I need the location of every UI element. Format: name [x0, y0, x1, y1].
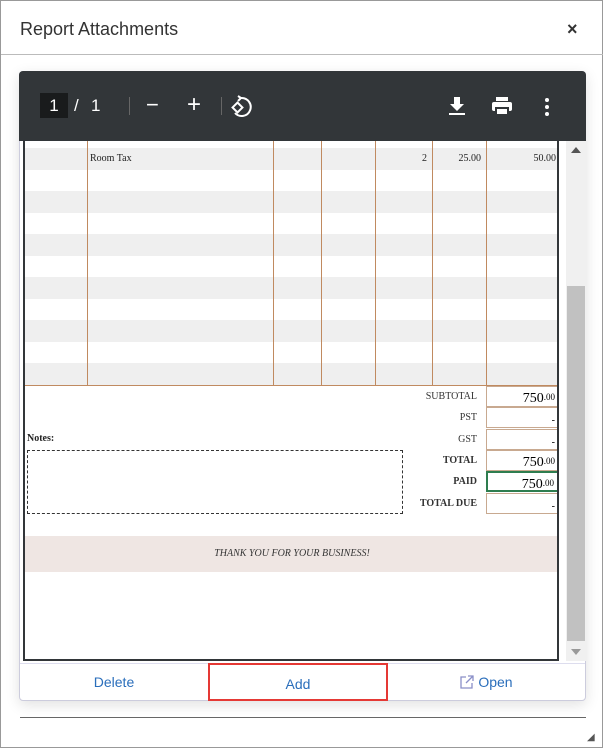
table-row [25, 169, 557, 191]
close-button[interactable]: × [567, 19, 578, 39]
scrollbar-thumb[interactable] [567, 286, 585, 641]
table-row [25, 298, 557, 320]
table-row [25, 148, 557, 170]
divider [20, 717, 586, 718]
line-item-rate: 25.00 [458, 153, 482, 164]
amount: 750 [521, 477, 543, 493]
table-row [25, 212, 557, 234]
add-button[interactable]: Add [208, 663, 388, 701]
zoom-out-button[interactable]: − [146, 92, 159, 117]
total-label: GST [458, 433, 477, 445]
page-total: 1 [91, 96, 101, 115]
line-item-qty: 2 [422, 153, 427, 164]
total-label: PST [459, 412, 477, 424]
line-item-description: Room Tax [90, 153, 132, 164]
total-label: PAID [453, 476, 477, 488]
pdf-toolbar [19, 71, 586, 141]
more-vert-icon[interactable] [543, 97, 551, 117]
add-label: Add [285, 676, 311, 692]
total-label: TOTAL [442, 454, 477, 466]
total-value: - [486, 407, 557, 429]
table-row [25, 341, 557, 363]
table-row [25, 191, 557, 213]
total-value: 750.00 [486, 449, 557, 471]
amount: 750 [522, 391, 544, 406]
table-row [25, 255, 557, 277]
zoom-in-button[interactable]: + [187, 91, 202, 118]
amount: - [551, 500, 555, 512]
notes-label: Notes: [27, 433, 55, 444]
open-label: Open [478, 674, 513, 690]
thank-you-banner: THANK YOU FOR YOUR BUSINESS! [25, 536, 557, 572]
total-value: - [486, 492, 557, 514]
resize-handle-icon[interactable]: ◢ [587, 732, 595, 743]
divider [129, 97, 130, 115]
external-link-icon [460, 675, 475, 689]
cents: .00 [543, 455, 555, 466]
table-row [25, 363, 557, 385]
total-value: - [486, 428, 557, 450]
divider [1, 54, 603, 55]
total-label: TOTAL DUE [419, 497, 477, 509]
pdf-viewer[interactable]: Room Tax 2 25.00 50.00 SUBTOTAL 750.00 PST… [23, 141, 559, 661]
scroll-up-icon[interactable] [571, 147, 581, 153]
amount: 750 [522, 454, 544, 470]
open-button[interactable]: Open [388, 663, 585, 701]
page-separator: / [74, 96, 79, 115]
page-number-input[interactable]: 1 [40, 93, 68, 118]
notes-box [27, 450, 403, 514]
dialog-title: Report Attachments [20, 19, 179, 39]
line-item-amount: 50.00 [533, 153, 557, 164]
print-icon[interactable] [491, 96, 513, 116]
divider [221, 97, 222, 115]
total-value[interactable]: 750.00 [486, 471, 557, 493]
table-row [25, 234, 557, 256]
scroll-down-icon[interactable] [571, 649, 581, 655]
cents: .00 [542, 478, 554, 489]
download-icon[interactable] [447, 96, 467, 116]
table-row [25, 320, 557, 342]
amount: - [551, 436, 555, 448]
cents: .00 [543, 392, 555, 402]
table-row [25, 277, 557, 299]
total-label: SUBTOTAL [425, 391, 477, 402]
total-value: 750.00 [486, 386, 557, 407]
rotate-icon[interactable] [229, 95, 253, 119]
delete-button[interactable]: Delete [93, 674, 135, 690]
amount: - [551, 415, 555, 427]
